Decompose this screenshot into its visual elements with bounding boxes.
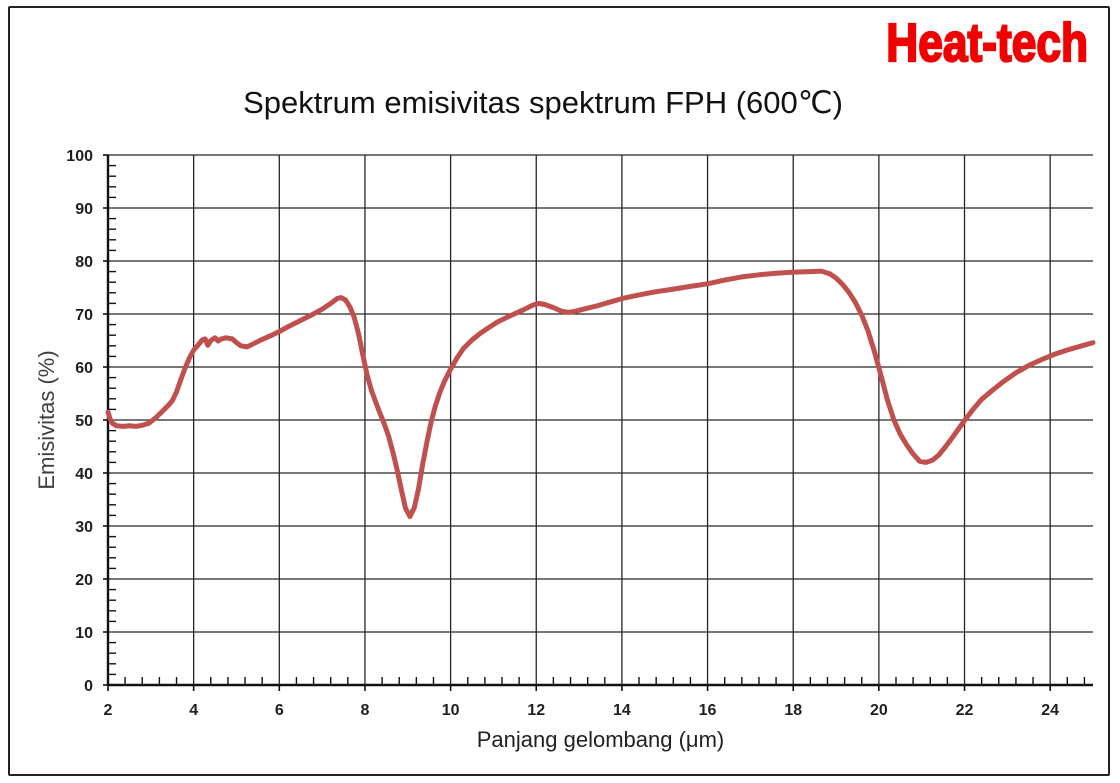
x-tick-label: 18 — [784, 702, 802, 719]
x-tick-label: 10 — [442, 702, 460, 719]
x-tick-label: 22 — [956, 702, 974, 719]
y-tick-label: 100 — [66, 148, 93, 165]
heat-tech-logo: Heat-tech — [885, 13, 1089, 73]
emissivity-curve — [105, 268, 1096, 519]
border-frame — [8, 6, 1110, 776]
y-tick-label: 70 — [75, 307, 93, 324]
x-tick-label: 14 — [613, 702, 631, 719]
x-tick-label: 12 — [527, 702, 545, 719]
x-axis-title: Panjang gelombang (μm) — [476, 727, 725, 752]
x-tick-label: 2 — [104, 702, 113, 719]
x-tick-label: 24 — [1041, 702, 1059, 719]
y-tick-label: 40 — [75, 466, 93, 483]
x-tick-label: 8 — [361, 702, 370, 719]
y-tick-label: 10 — [75, 625, 93, 642]
x-tick-label: 6 — [275, 702, 284, 719]
x-tick-label: 20 — [870, 702, 888, 719]
y-tick-label: 30 — [75, 519, 93, 536]
y-tick-label: 50 — [75, 413, 93, 430]
y-tick-label: 80 — [75, 254, 93, 271]
x-tick-label: 4 — [189, 702, 198, 719]
y-tick-label: 60 — [75, 360, 93, 377]
y-tick-label: 0 — [84, 678, 93, 695]
x-tick-label: 16 — [699, 702, 717, 719]
y-tick-label: 90 — [75, 201, 93, 218]
chart-title: Spektrum emisivitas spektrum FPH (600℃) — [243, 85, 843, 120]
y-tick-label: 20 — [75, 572, 93, 589]
